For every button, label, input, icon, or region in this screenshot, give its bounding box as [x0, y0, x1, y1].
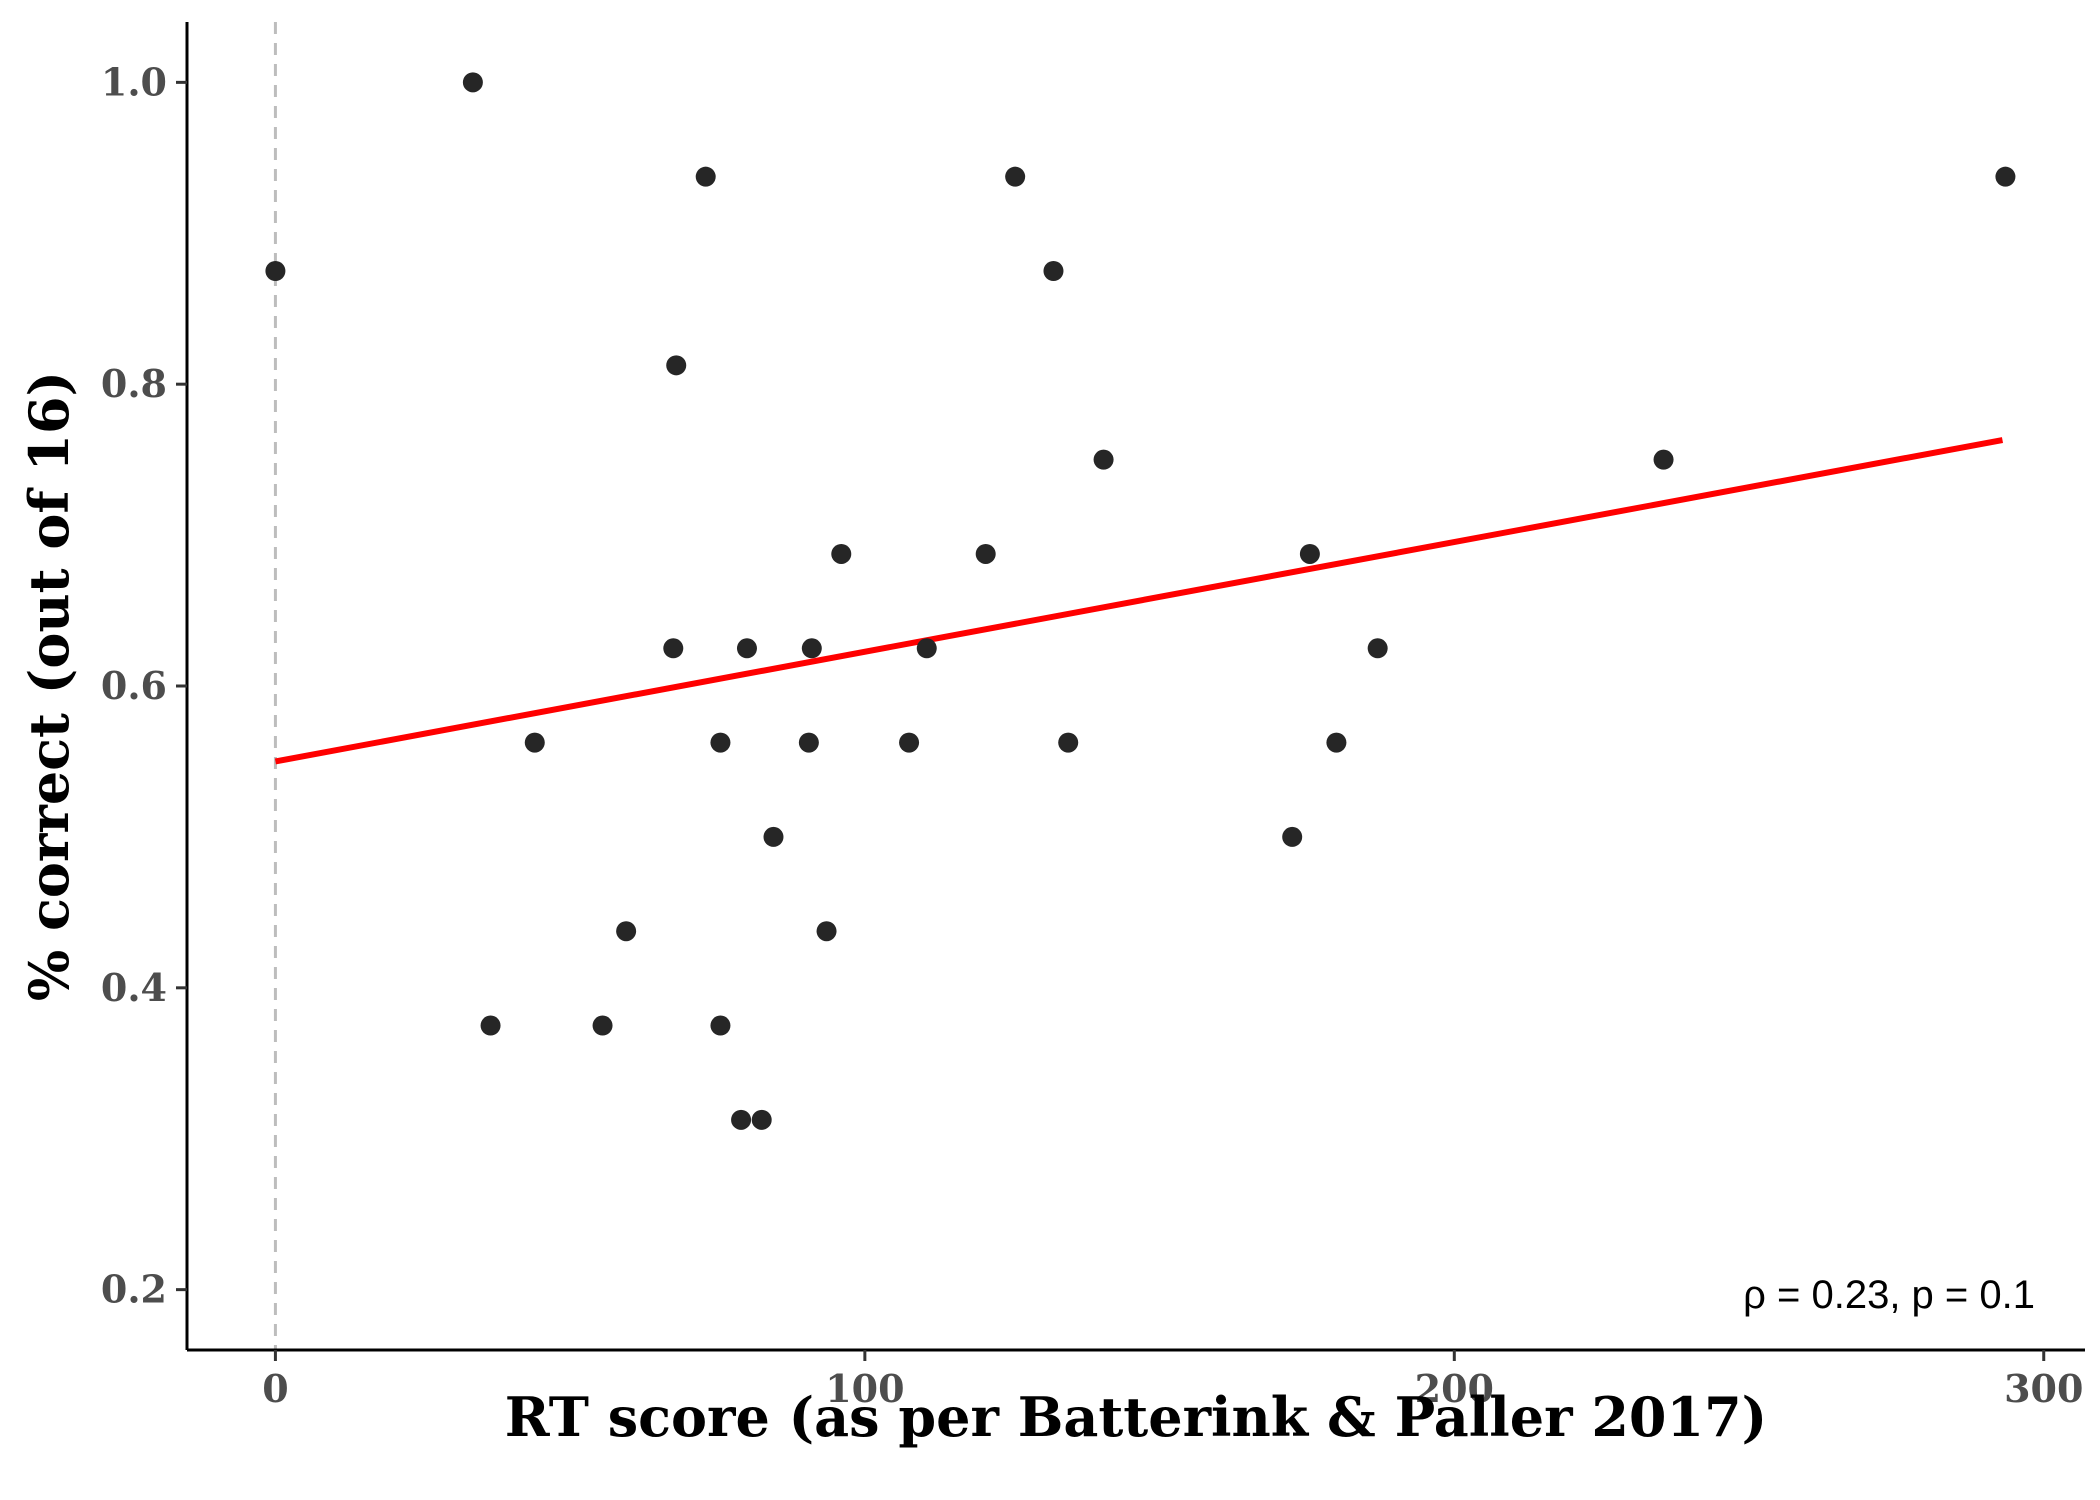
data-point	[975, 543, 996, 564]
y-tick-label: 0.8	[101, 361, 167, 406]
data-point	[736, 638, 757, 659]
regression-line	[274, 437, 2004, 765]
data-point	[801, 638, 822, 659]
data-point	[831, 543, 852, 564]
correlation-annotation: ρ = 0.23, p = 0.1	[1743, 1273, 2035, 1317]
y-tick-label: 0.2	[101, 1267, 167, 1312]
data-point	[524, 732, 545, 753]
data-point	[916, 638, 937, 659]
data-point	[1299, 543, 1320, 564]
data-point	[1005, 166, 1026, 187]
data-point	[1995, 166, 2016, 187]
data-point	[763, 826, 784, 847]
x-axis-title: RT score (as per Batterink & Paller 2017…	[505, 1385, 1767, 1449]
data-point	[1043, 261, 1064, 281]
x-tick-label: 0	[262, 1366, 288, 1411]
data-point	[1367, 638, 1388, 659]
data-point	[592, 1015, 613, 1036]
data-point	[1282, 826, 1303, 847]
axes-layer	[185, 22, 2085, 1352]
data-point	[462, 72, 483, 93]
ticks-layer: 0 100 200 300 0.2 0.4 0.6 0.8 1.0	[101, 59, 2084, 1411]
data-point	[798, 732, 819, 753]
regression-line-layer	[274, 437, 2004, 765]
y-tick-label: 0.6	[101, 663, 167, 708]
data-point	[666, 355, 687, 376]
x-tick-label: 300	[2004, 1366, 2083, 1411]
x-tick-label: 100	[825, 1366, 904, 1411]
data-point	[710, 732, 731, 753]
data-point	[695, 166, 716, 187]
data-point	[616, 921, 637, 942]
data-point	[663, 638, 684, 659]
data-point	[1326, 732, 1347, 753]
data-point	[1058, 732, 1079, 753]
data-point	[899, 732, 920, 753]
x-tick-label: 200	[1415, 1366, 1494, 1411]
data-point	[1093, 449, 1114, 470]
data-point	[480, 1015, 501, 1036]
data-point	[751, 1109, 772, 1130]
points-layer	[265, 72, 2016, 1130]
data-point	[265, 261, 286, 281]
data-point	[710, 1015, 731, 1036]
y-tick-label: 1.0	[101, 59, 167, 104]
data-point	[731, 1109, 752, 1130]
data-point	[1653, 449, 1674, 470]
y-tick-label: 0.4	[101, 965, 167, 1010]
y-axis-title: % correct (out of 16)	[17, 371, 81, 1001]
data-point	[816, 921, 837, 942]
